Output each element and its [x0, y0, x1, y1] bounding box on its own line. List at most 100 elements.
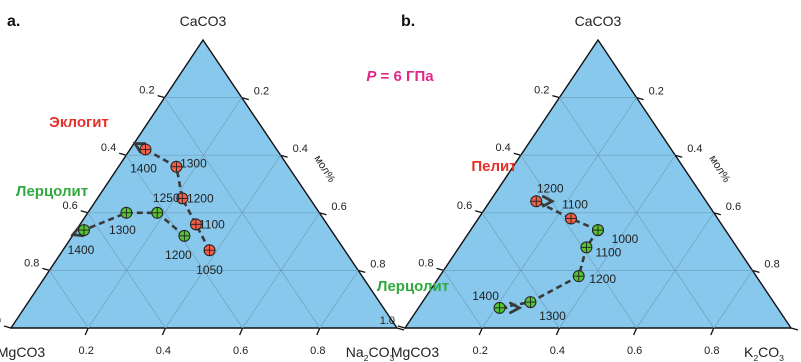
- series-name: Лерцолит: [16, 183, 88, 200]
- data-label: 1200: [589, 272, 616, 286]
- tick-mark: [478, 327, 483, 336]
- apex-label-top: CaCO3: [575, 13, 622, 29]
- series-green: 1100 1200 1300 1400: [472, 224, 622, 323]
- tick-mark: [475, 210, 483, 214]
- tick-mark: [397, 325, 406, 329]
- grid-line: [319, 270, 359, 329]
- apex-label-right: K2CO3: [744, 344, 784, 362]
- tick-labels: 0.2 0.2 0.2 0.4 0.4 0.4 0.6 0.6 0.6 0.8 0.8 0.8 1.0 1…: [0, 85, 424, 357]
- grid-line: [559, 155, 676, 329]
- apex-label-left: MgCO3: [0, 344, 45, 360]
- data-label: 1200: [165, 248, 192, 262]
- tick-mark: [280, 154, 288, 158]
- pressure-symbol: P: [366, 68, 377, 85]
- tick-mark: [752, 269, 760, 274]
- grid-line: [164, 97, 321, 329]
- tick-label-bottom: 0.2: [473, 345, 488, 357]
- arrow-head: [70, 225, 85, 238]
- ternary-triangle: [403, 38, 793, 329]
- tick-label-right: 0.8: [764, 258, 779, 270]
- tick-mark: [239, 327, 244, 336]
- tick-label-left: 1.0: [380, 315, 395, 327]
- tick-mark: [319, 212, 327, 216]
- series-names: Пелит Лерцолит: [377, 158, 517, 295]
- tick-mark: [42, 267, 50, 272]
- tick-label-right: 0.6: [726, 201, 741, 213]
- ternary-grid: [443, 97, 753, 329]
- tick-mark: [119, 152, 127, 156]
- tick-mark: [713, 212, 721, 216]
- data-label: 1300: [180, 157, 207, 171]
- data-label: 1250: [153, 191, 180, 205]
- tick-label-bottom: 0.2: [79, 345, 94, 357]
- grid-line: [559, 97, 715, 329]
- tick-mark: [552, 94, 560, 99]
- tick-label-bottom: 0.4: [550, 345, 565, 357]
- tick-mark: [316, 327, 321, 336]
- grid-line: [713, 270, 753, 329]
- apex-label-right: Na2CO3: [346, 344, 395, 362]
- tick-label-right: 0.6: [331, 201, 346, 213]
- tick-label-right: 0.2: [254, 86, 269, 98]
- data-label: 1100: [596, 245, 622, 259]
- tick-label-left: 0.8: [24, 257, 39, 269]
- axis-label: мол%: [706, 153, 732, 185]
- tick-mark: [633, 327, 638, 336]
- data-label: 1200: [187, 191, 214, 205]
- tick-label-left: 0.4: [496, 142, 511, 154]
- tick-label-left: 0.4: [101, 142, 116, 154]
- data-label: 1100: [562, 198, 588, 212]
- grid-line: [520, 155, 637, 329]
- tick-label-left: 0.2: [534, 85, 549, 97]
- data-label: 1400: [68, 243, 95, 257]
- tick-mark: [513, 152, 521, 156]
- series-name: Эклогит: [49, 114, 109, 131]
- data-label: 1400: [472, 289, 499, 303]
- grid-line: [443, 270, 483, 329]
- tick-label-bottom: 0.8: [704, 345, 719, 357]
- arrow-head: [509, 301, 523, 315]
- tick-label-left: 0.6: [63, 200, 78, 212]
- tick-label-left: 0.8: [418, 257, 433, 269]
- pressure-label: P = 6 ГПа: [366, 68, 434, 85]
- series-red: 1050 1100 1200 1300 1400: [130, 142, 225, 277]
- data-label: 1400: [130, 161, 157, 175]
- ternary-triangle: [9, 38, 399, 329]
- tick-label-bottom: 0.4: [156, 345, 171, 357]
- panel-label: b.: [401, 13, 415, 30]
- grid-line: [49, 270, 89, 329]
- ternary-grid: [49, 97, 359, 329]
- tick-label-bottom: 0.6: [627, 345, 642, 357]
- tick-mark: [80, 210, 88, 214]
- panel-b: 0.2 0.2 0.2 0.4 0.4 0.4 0.6 0.6 0.6 0.8 0.8 0.8 1.0 1…: [377, 13, 799, 362]
- tick-mark: [636, 96, 644, 101]
- series-green: 1200 1250 1300 1400: [68, 191, 192, 262]
- trend-path: [83, 211, 186, 237]
- tick-label-right: 0.4: [293, 143, 308, 155]
- tick-labels: 0.2 0.2 0.2 0.4 0.4 0.4 0.6 0.6 0.6 0.8 0.8 0.8 1.0 1…: [380, 85, 799, 357]
- arrow-head: [541, 195, 556, 208]
- pressure-value: = 6 ГПа: [376, 68, 434, 85]
- tick-label-left: 0.2: [139, 85, 154, 97]
- tick-mark: [790, 327, 799, 331]
- apex-label-top: CaCO3: [180, 13, 227, 29]
- tick-mark: [3, 325, 12, 329]
- apex-label-left: MgCO3: [391, 344, 439, 360]
- arrow-head: [132, 142, 147, 154]
- tick-mark: [675, 154, 683, 158]
- series-name: Пелит: [471, 158, 516, 175]
- tick-mark: [555, 327, 560, 336]
- tick-label-right: 0.2: [649, 86, 664, 98]
- panel-label: a.: [7, 13, 20, 30]
- data-label: 1300: [109, 223, 136, 237]
- tick-label-right: 0.8: [370, 258, 385, 270]
- tick-label-bottom: 0.8: [310, 345, 325, 357]
- tick-label-bottom: 0.6: [233, 345, 248, 357]
- tick-mark: [157, 94, 165, 99]
- tick-mark: [710, 327, 715, 336]
- tick-label-left: 1.0: [0, 315, 1, 327]
- series-name: Лерцолит: [377, 278, 449, 295]
- tick-label-left: 0.6: [457, 200, 472, 212]
- tick-mark: [436, 267, 444, 272]
